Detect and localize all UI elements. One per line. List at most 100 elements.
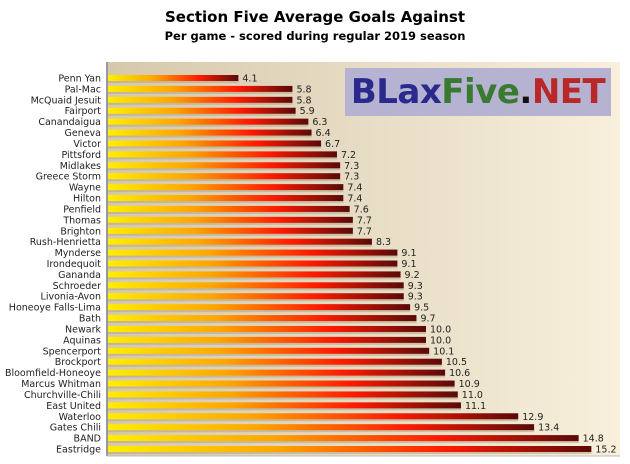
category-label: Greece Storm: [36, 172, 101, 183]
logo-part: NET: [531, 72, 606, 112]
bar-shadow: [108, 243, 372, 247]
data-label: 5.8: [296, 95, 311, 106]
bar: [108, 402, 461, 409]
bar-shadow: [108, 363, 442, 367]
data-label: 6.4: [316, 128, 331, 139]
bar: [108, 184, 344, 191]
logo-part: Five: [441, 72, 520, 112]
bar-shadow: [108, 298, 404, 302]
bar: [108, 424, 535, 431]
data-label: 4.1: [242, 74, 257, 85]
category-label: Canandaigua: [38, 117, 101, 128]
bar: [108, 162, 341, 169]
bar: [108, 380, 455, 387]
bar-shadow: [108, 374, 446, 378]
bar-shadow: [108, 407, 461, 411]
data-label: 9.1: [401, 248, 416, 259]
bar: [108, 140, 322, 147]
bar-shadow: [108, 451, 592, 454]
category-label: Brighton: [60, 226, 101, 237]
bar-shadow: [108, 341, 426, 345]
data-label: 10.0: [430, 335, 451, 346]
bar-shadow: [108, 156, 337, 160]
category-label: Mynderse: [55, 248, 102, 259]
bar: [108, 347, 430, 354]
category-label: Honeoye Falls-Lima: [9, 303, 101, 314]
bar-shadow: [108, 429, 535, 433]
bar-shadow: [108, 112, 296, 116]
bar-shadow: [108, 330, 426, 334]
category-label: Victor: [73, 139, 101, 150]
bar: [108, 358, 442, 365]
bar-shadow: [108, 200, 344, 204]
data-label: 7.2: [341, 150, 356, 161]
bar-shadow: [108, 287, 404, 291]
bar-shadow: [108, 440, 579, 444]
logo-part: .: [519, 72, 532, 112]
category-label: Livonia-Avon: [41, 292, 101, 303]
data-label: 7.6: [354, 204, 369, 215]
bar-shadow: [108, 134, 312, 138]
category-label: Wayne: [69, 183, 101, 194]
data-label: 9.2: [405, 270, 420, 281]
category-label: Waterloo: [59, 412, 102, 423]
bar-shadow: [108, 309, 411, 313]
category-label: Fairport: [65, 106, 102, 117]
bar: [108, 271, 401, 278]
bar-shadow: [108, 145, 322, 149]
category-label: Churchville-Chili: [24, 390, 101, 401]
data-label: 7.4: [347, 183, 362, 194]
data-label: 11.0: [462, 390, 483, 401]
category-label: BAND: [74, 434, 101, 445]
bar-shadow: [108, 80, 239, 83]
plot-area: [107, 62, 620, 456]
category-label: East United: [46, 401, 101, 412]
bar-shadow: [108, 167, 341, 171]
bar: [108, 118, 309, 125]
bar-shadow: [108, 189, 344, 193]
bar-shadow: [108, 254, 398, 258]
category-label: Pittsford: [62, 150, 101, 161]
data-label: 8.3: [376, 237, 391, 248]
data-label: 5.8: [296, 84, 311, 95]
category-label: McQuaid Jesuit: [31, 95, 102, 106]
bar: [108, 107, 296, 114]
bar-shadow: [108, 178, 341, 182]
bar: [108, 227, 353, 234]
data-label: 9.7: [420, 314, 435, 325]
category-label: Penn Yan: [58, 74, 101, 85]
bar: [108, 249, 398, 256]
data-label: 10.6: [449, 368, 470, 379]
bar: [108, 413, 519, 420]
category-label: Rush-Henrietta: [30, 237, 101, 248]
category-label: Geneva: [64, 128, 101, 139]
bar: [108, 75, 239, 81]
category-label: Gananda: [58, 270, 101, 281]
data-label: 13.4: [538, 423, 559, 434]
data-label: 6.3: [312, 117, 327, 128]
bar: [108, 195, 344, 202]
data-label: 10.9: [459, 379, 480, 390]
bar: [108, 293, 404, 300]
data-label: 7.7: [357, 226, 372, 237]
bar: [108, 336, 426, 343]
bar-shadow: [108, 90, 293, 94]
bar: [108, 282, 404, 289]
bar: [108, 151, 337, 158]
data-label: 7.3: [344, 161, 359, 172]
bar-shadow: [108, 210, 350, 214]
bar-shadow: [108, 265, 398, 269]
category-label: Brockport: [55, 357, 101, 368]
bar: [108, 205, 350, 212]
data-label: 10.5: [446, 357, 467, 368]
bar: [108, 446, 592, 452]
category-label: Bloomfield-Honeoye: [5, 368, 101, 379]
bar-shadow: [108, 418, 519, 422]
category-label: Eastridge: [56, 445, 101, 456]
data-label: 12.9: [522, 412, 543, 423]
data-label: 10.0: [430, 324, 451, 335]
category-label: Schroeder: [53, 281, 102, 292]
data-label: 9.3: [408, 281, 423, 292]
bar-shadow: [108, 276, 401, 280]
bar: [108, 173, 341, 180]
